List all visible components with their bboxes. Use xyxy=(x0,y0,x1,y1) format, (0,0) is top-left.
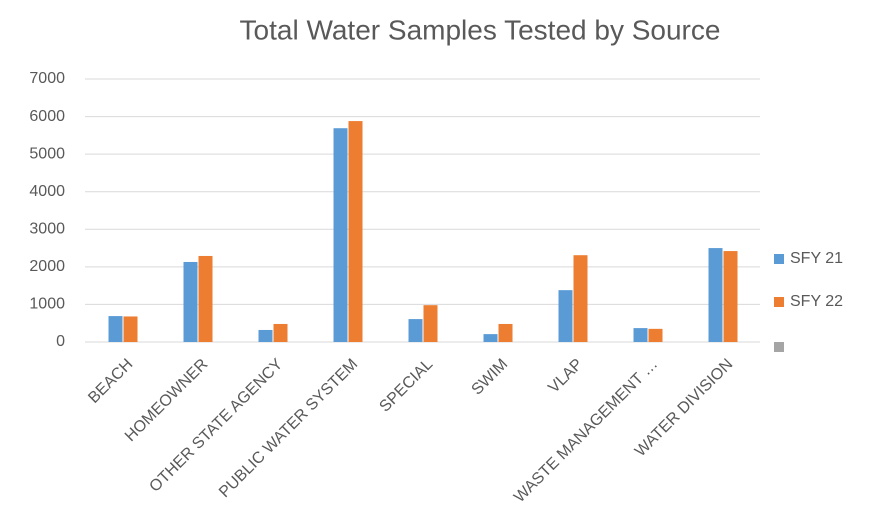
y-tick-label: 2000 xyxy=(29,258,65,275)
bar xyxy=(348,121,363,342)
x-tick-label: VLAP xyxy=(545,356,586,397)
x-tick-label: SWIM xyxy=(468,356,511,399)
x-tick-label: OTHER STATE AGENCY xyxy=(146,356,286,496)
chart-title: Total Water Samples Tested by Source xyxy=(240,14,721,45)
x-tick-label: BEACH xyxy=(85,356,136,407)
y-tick-label: 7000 xyxy=(29,70,65,87)
bar xyxy=(723,251,738,342)
y-tick-label: 1000 xyxy=(29,296,65,313)
y-tick-label: 3000 xyxy=(29,221,65,238)
x-tick-label: PUBLIC WATER SYSTEM xyxy=(216,356,361,501)
y-tick-label: 5000 xyxy=(29,145,65,162)
bar xyxy=(573,255,588,342)
bar xyxy=(408,319,423,342)
y-tick-label: 4000 xyxy=(29,183,65,200)
y-tick-label: 0 xyxy=(56,333,65,350)
legend-label: SFY 21 xyxy=(790,250,843,267)
x-tick-label: SPECIAL xyxy=(376,356,436,416)
bar xyxy=(648,328,663,342)
bar xyxy=(423,305,438,342)
bar xyxy=(633,328,648,342)
bar xyxy=(333,128,348,342)
bar xyxy=(123,316,138,342)
bar xyxy=(498,323,513,342)
bar xyxy=(198,255,213,342)
legend-swatch-empty xyxy=(774,342,784,352)
bar xyxy=(483,334,498,342)
legend-label: SFY 22 xyxy=(790,293,843,310)
y-tick-label: 6000 xyxy=(29,108,65,125)
bar xyxy=(273,323,288,342)
bar xyxy=(108,316,123,342)
bar xyxy=(708,248,723,342)
bar xyxy=(258,329,273,342)
legend-swatch xyxy=(774,297,784,307)
legend-swatch xyxy=(774,254,784,264)
x-tick-label: WASTE MANAGEMENT … xyxy=(511,356,661,506)
bar xyxy=(558,290,573,342)
bar xyxy=(183,261,198,342)
